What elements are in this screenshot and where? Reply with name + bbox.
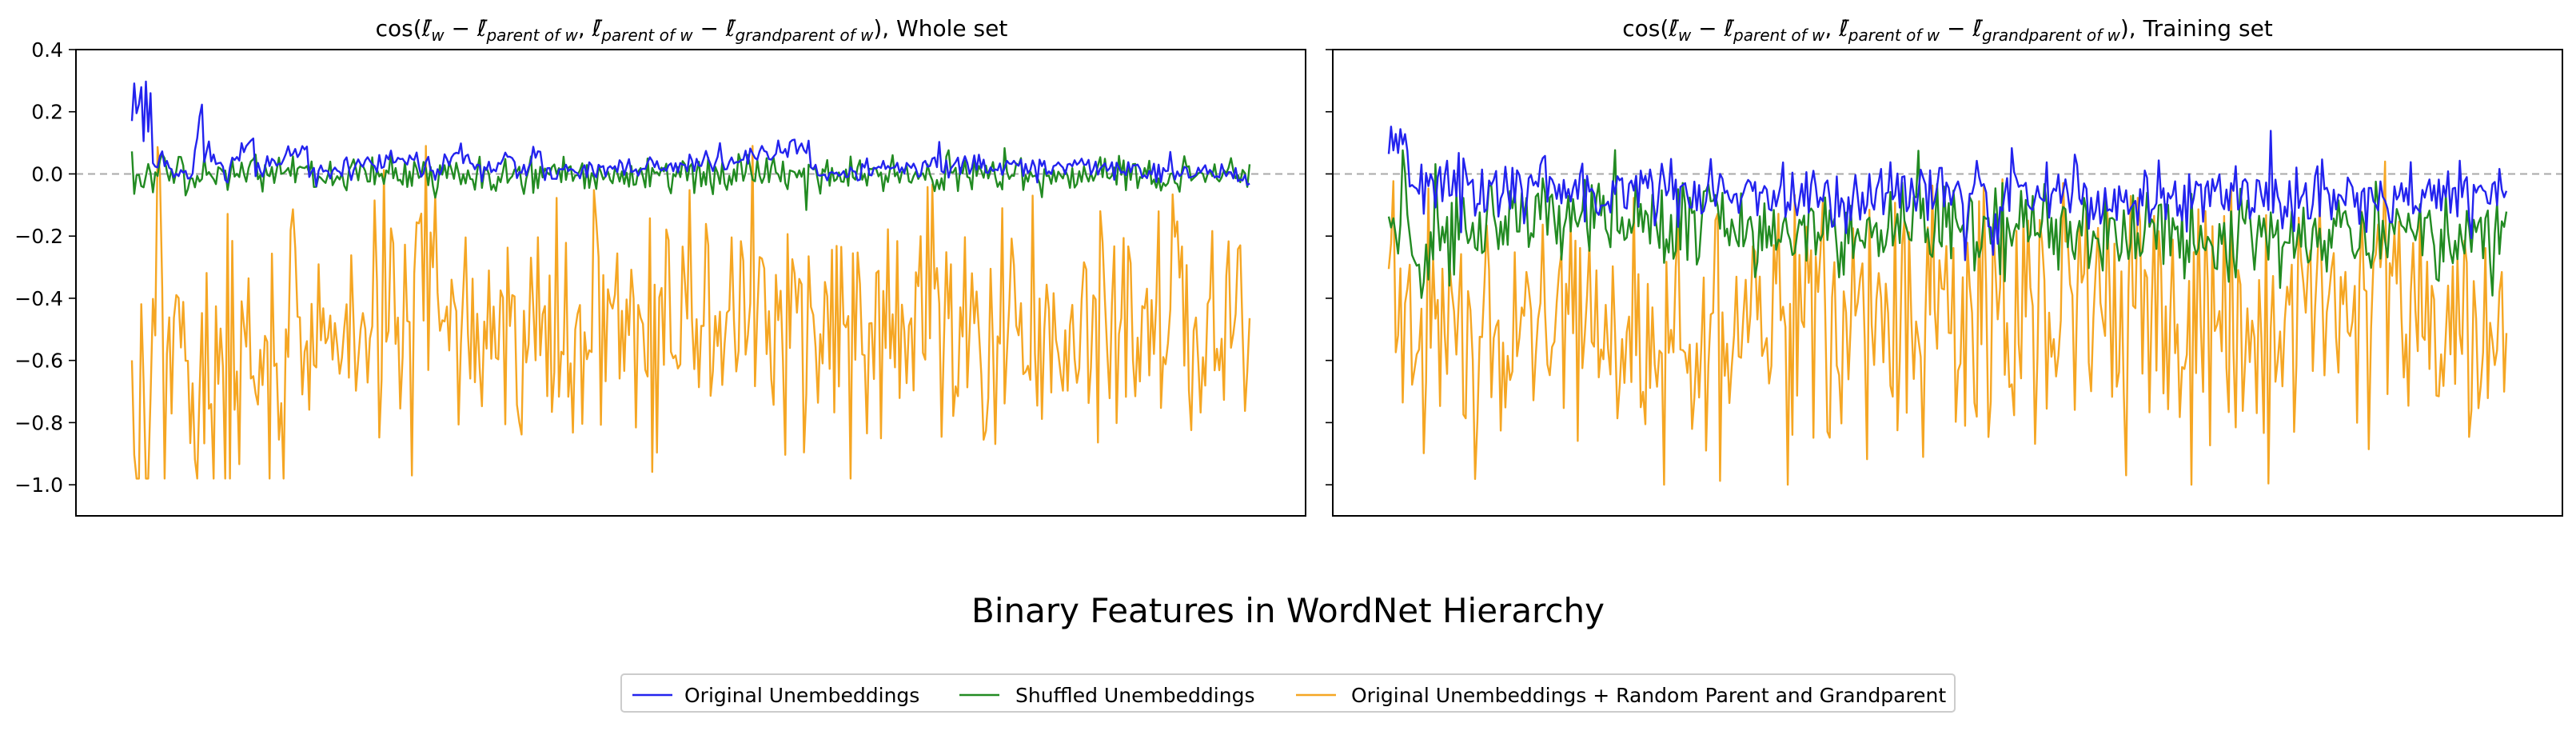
legend-label-random-parent: Original Unembeddings + Random Parent an… (1351, 684, 1946, 707)
y-tick-label: −0.6 (14, 350, 63, 373)
axes-frame (1332, 49, 2563, 517)
subplot-title-whole-set: cos(ℓ̄w − ℓ̄parent of w, ℓ̄parent of w −… (376, 15, 1008, 45)
plot-lines (1387, 126, 2508, 486)
series-line-shuffled-unembeddings (1387, 149, 2508, 299)
figure-suptitle: Binary Features in WordNet Hierarchy (971, 591, 1605, 630)
y-tick-label: −0.8 (14, 411, 63, 434)
legend-frame (620, 673, 1956, 713)
y-tick-label: −1.0 (14, 473, 63, 497)
subplot-whole-set: cos(ℓ̄w − ℓ̄parent of w, ℓ̄parent of w −… (14, 15, 1306, 517)
legend-label-shuffled: Shuffled Unembeddings (1015, 684, 1254, 707)
series-line-original-unembeddings (130, 80, 1250, 188)
series-line-original-unembeddings (1387, 126, 2508, 262)
y-tick-label: 0.4 (31, 38, 63, 62)
subplot-title-training-set: cos(ℓ̄w − ℓ̄parent of w, ℓ̄parent of w −… (1622, 15, 2273, 45)
axes-frame (75, 49, 1306, 517)
y-tick-label: −0.2 (14, 225, 63, 248)
y-tick-label: 0.2 (31, 101, 63, 124)
legend: Original Unembeddings Shuffled Unembeddi… (620, 673, 1956, 713)
series-line-original-unembeddings-random-parent-and-grandparent (130, 145, 1251, 480)
plot-lines (130, 80, 1251, 480)
y-axis-ticks (1326, 49, 1333, 485)
y-axis-ticks: 0.4 0.2 0.0 −0.2 −0.4 −0.6 −0.8 −1.0 (14, 38, 76, 497)
y-tick-label: −0.4 (14, 287, 63, 310)
subplot-training-set: cos(ℓ̄w − ℓ̄parent of w, ℓ̄parent of w −… (1326, 15, 2563, 517)
series-line-original-unembeddings-random-parent-and-grandparent (1387, 160, 2508, 486)
y-tick-label: 0.0 (31, 162, 63, 186)
legend-label-original: Original Unembeddings (684, 684, 919, 707)
